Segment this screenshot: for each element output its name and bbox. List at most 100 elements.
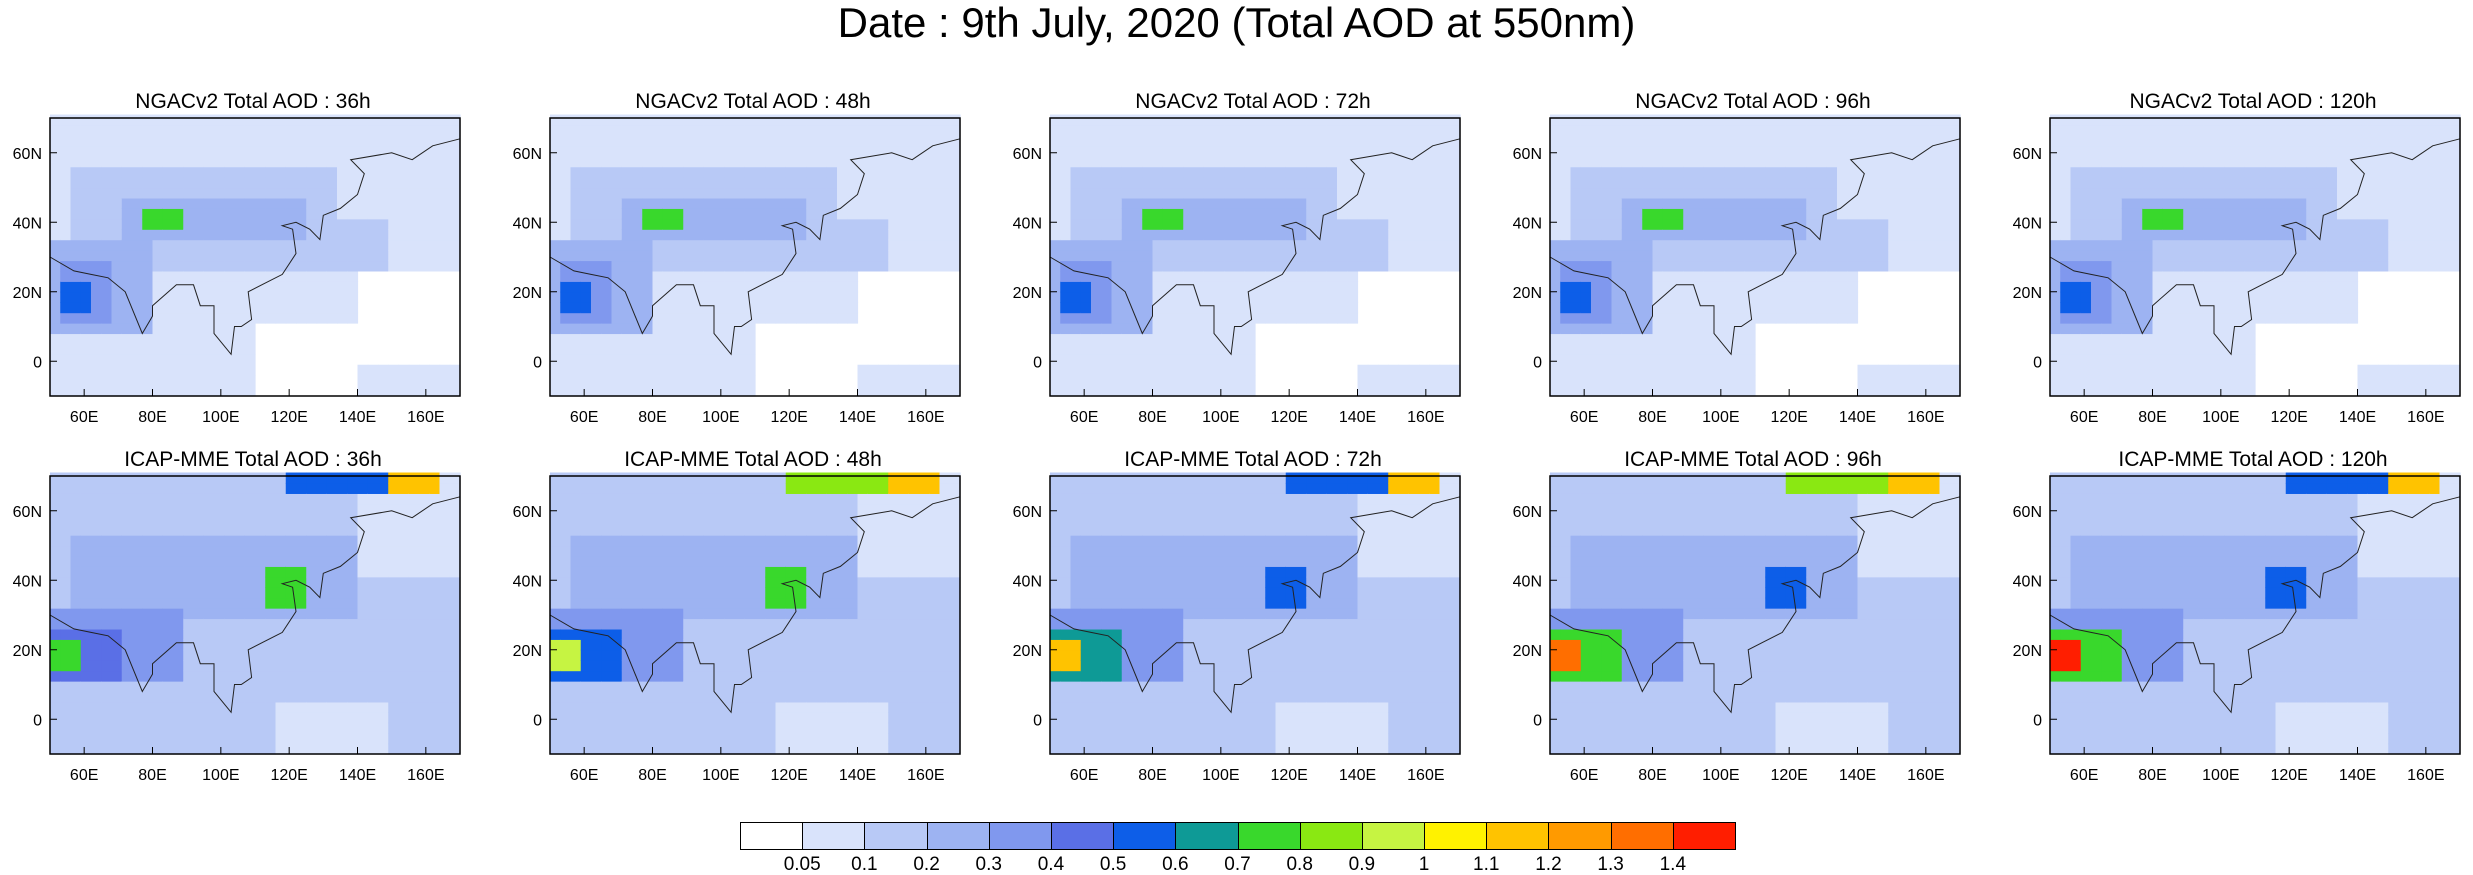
figure-title: Date : 9th July, 2020 (Total AOD at 550n…	[0, 0, 2473, 46]
lon-tick-label: 140E	[1339, 767, 1376, 784]
lat-tick-label: 0	[1533, 712, 1542, 729]
aod-field	[550, 115, 961, 397]
lat-tick-label: 20N	[1013, 285, 1042, 302]
lat-tick-label: 60N	[1013, 146, 1042, 163]
lon-tick-label: 160E	[1907, 767, 1944, 784]
lat-tick-label: 0	[533, 354, 542, 371]
lat-tick-label: 40N	[513, 215, 542, 232]
lat-tick-label: 0	[2033, 712, 2042, 729]
colorbar-swatch	[1175, 822, 1238, 850]
lon-tick-label: 160E	[1907, 409, 1944, 426]
lon-tick-label: 60E	[70, 767, 98, 784]
lon-tick-label: 100E	[2202, 409, 2239, 426]
lon-tick-label: 60E	[70, 409, 98, 426]
colorbar-label: 1	[1394, 855, 1454, 875]
lat-tick-label: 0	[1533, 354, 1542, 371]
lon-tick-label: 140E	[1839, 409, 1876, 426]
lon-tick-label: 60E	[1570, 767, 1598, 784]
lon-tick-label: 160E	[1407, 767, 1444, 784]
lat-tick-label: 20N	[1013, 643, 1042, 660]
colorbar-swatch	[1611, 822, 1674, 850]
lon-tick-label: 120E	[770, 409, 807, 426]
colorbar-label: 1.2	[1518, 855, 1578, 875]
lat-tick-label: 60N	[1513, 504, 1542, 521]
lon-tick-label: 160E	[407, 767, 444, 784]
colorbar-label: 0.1	[834, 855, 894, 875]
lat-tick-label: 60N	[13, 504, 42, 521]
lon-tick-label: 60E	[570, 409, 598, 426]
lat-tick-label: 20N	[1513, 643, 1542, 660]
lon-tick-label: 160E	[2407, 767, 2444, 784]
lon-tick-label: 140E	[339, 409, 376, 426]
lon-tick-label: 60E	[1070, 409, 1098, 426]
lat-tick-label: 40N	[513, 573, 542, 590]
lon-tick-label: 80E	[1638, 767, 1666, 784]
lon-tick-label: 120E	[1270, 409, 1307, 426]
lon-tick-label: 140E	[2339, 409, 2376, 426]
lat-tick-label: 60N	[1513, 146, 1542, 163]
lat-tick-label: 0	[533, 712, 542, 729]
lon-tick-label: 100E	[1202, 767, 1239, 784]
colorbar-swatch	[1113, 822, 1176, 850]
lat-tick-label: 0	[33, 354, 42, 371]
lon-tick-label: 120E	[270, 767, 307, 784]
lat-tick-label: 40N	[1013, 215, 1042, 232]
colorbar-swatch	[1362, 822, 1425, 850]
lat-tick-label: 0	[2033, 354, 2042, 371]
lon-tick-label: 100E	[1202, 409, 1239, 426]
lon-tick-label: 140E	[1839, 767, 1876, 784]
colorbar-swatch	[864, 822, 927, 850]
lat-tick-label: 20N	[2013, 643, 2042, 660]
lat-tick-label: 60N	[513, 146, 542, 163]
lon-tick-label: 140E	[339, 767, 376, 784]
lon-tick-label: 60E	[2070, 409, 2098, 426]
lon-tick-label: 160E	[1407, 409, 1444, 426]
colorbar-label: 0.6	[1145, 855, 1205, 875]
colorbar-label: 0.05	[772, 855, 832, 875]
lat-tick-label: 40N	[2013, 215, 2042, 232]
lon-tick-label: 100E	[1702, 409, 1739, 426]
lon-tick-label: 100E	[1702, 767, 1739, 784]
lat-tick-label: 20N	[13, 643, 42, 660]
colorbar-label: 0.2	[897, 855, 957, 875]
lon-tick-label: 80E	[138, 409, 166, 426]
lon-tick-label: 100E	[702, 767, 739, 784]
lon-tick-label: 120E	[770, 767, 807, 784]
colorbar-label: 1.4	[1643, 855, 1703, 875]
aod-field	[1550, 115, 1961, 397]
lon-tick-label: 100E	[2202, 767, 2239, 784]
lon-tick-label: 120E	[1270, 767, 1307, 784]
lon-tick-label: 160E	[907, 767, 944, 784]
lat-tick-label: 40N	[1013, 573, 1042, 590]
lat-tick-label: 40N	[1513, 573, 1542, 590]
lat-tick-label: 0	[33, 712, 42, 729]
lon-tick-label: 100E	[202, 767, 239, 784]
aod-field	[2050, 473, 2461, 755]
colorbar-label: 0.7	[1208, 855, 1268, 875]
lat-tick-label: 40N	[2013, 573, 2042, 590]
lon-tick-label: 120E	[1770, 767, 1807, 784]
lat-tick-label: 60N	[513, 504, 542, 521]
lon-tick-label: 80E	[2138, 409, 2166, 426]
lon-tick-label: 140E	[839, 409, 876, 426]
lon-tick-label: 60E	[570, 767, 598, 784]
colorbar-swatch	[1673, 822, 1736, 850]
lon-tick-label: 60E	[2070, 767, 2098, 784]
lon-tick-label: 80E	[638, 767, 666, 784]
lon-tick-label: 160E	[2407, 409, 2444, 426]
